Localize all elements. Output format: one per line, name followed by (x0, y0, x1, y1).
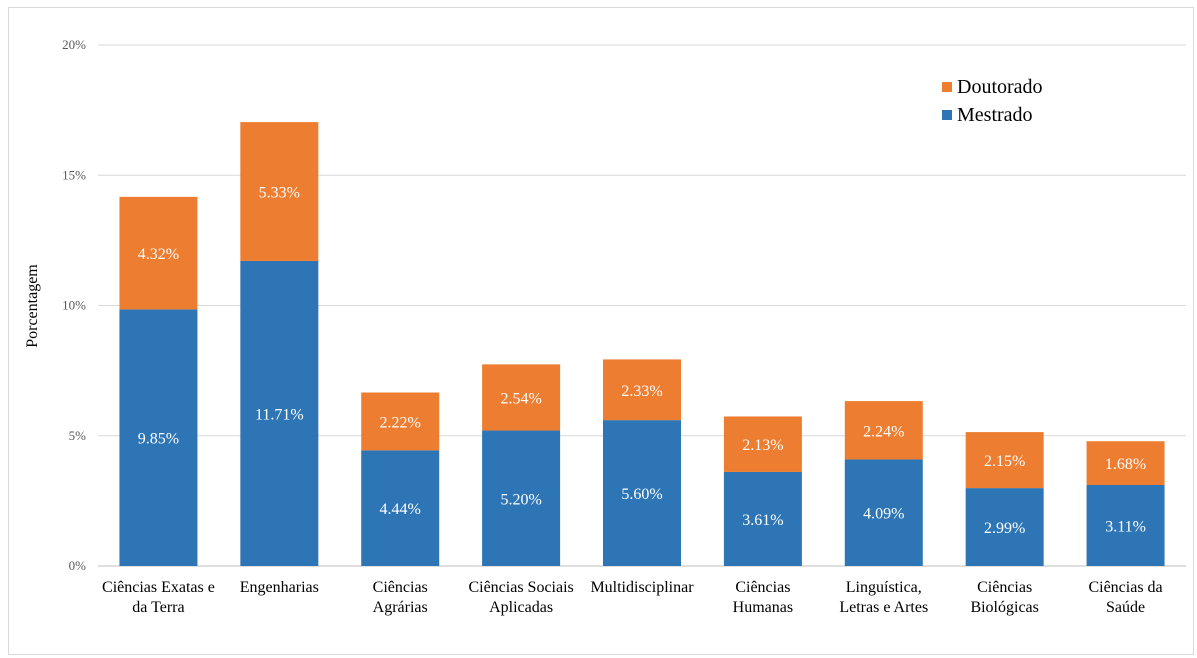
x-category-label: Humanas (733, 599, 793, 616)
y-axis-label: Porcentagem (24, 264, 41, 348)
bar-mestrado (361, 450, 440, 566)
x-category-label: Biológicas (970, 599, 1038, 616)
x-category-label: Agrárias (373, 599, 428, 616)
x-category-label: Ciências (735, 579, 790, 596)
bar-doutorado (1086, 441, 1165, 485)
bar-doutorado (723, 416, 802, 472)
bars (119, 122, 1165, 566)
data-label-doutorado: 1.68% (1105, 456, 1146, 473)
bar-mestrado (240, 260, 319, 566)
data-label-mestrado: 4.09% (863, 506, 904, 523)
x-category-label: Ciências (977, 579, 1032, 596)
legend: Doutorado Mestrado (942, 76, 1043, 126)
y-tick-label: 10% (62, 298, 86, 313)
legend-swatch (942, 110, 952, 120)
x-category-label: Multidisciplinar (590, 579, 694, 596)
y-tick-label: 20% (62, 37, 86, 52)
data-label-doutorado: 2.15% (984, 453, 1025, 470)
bar-doutorado (119, 196, 198, 310)
data-label-mestrado: 4.44% (380, 501, 421, 518)
y-tick-label: 0% (69, 558, 87, 573)
data-label-mestrado: 2.99% (984, 520, 1025, 537)
y-tick-label: 15% (62, 167, 86, 182)
legend-swatch (942, 82, 952, 92)
x-category-label: Ciências Exatas e (102, 579, 215, 596)
data-label-mestrado: 9.85% (138, 431, 179, 448)
bar-doutorado (240, 122, 319, 261)
data-label-doutorado: 2.33% (621, 383, 662, 400)
data-label-doutorado: 2.54% (500, 390, 541, 407)
x-axis-categories: Ciências Exatas e da Terra Engenharias Ciên… (102, 579, 1163, 616)
y-tick-label: 5% (69, 428, 87, 443)
bar-mestrado (723, 471, 802, 566)
bar-doutorado (482, 364, 561, 431)
data-label-doutorado: 2.22% (380, 414, 421, 431)
x-category-label: Ciências da (1088, 579, 1162, 596)
data-label-mestrado: 3.61% (742, 512, 783, 529)
data-label-doutorado: 4.32% (138, 246, 179, 263)
data-label-mestrado: 5.20% (500, 491, 541, 508)
bar-mestrado (965, 488, 1044, 566)
data-label-mestrado: 5.60% (621, 486, 662, 503)
bar-mestrado (482, 430, 561, 566)
data-label-doutorado: 2.13% (742, 437, 783, 454)
legend-label: Mestrado (957, 104, 1033, 126)
data-labels: 9.85% 4.32% 11.71% 5.33% 4.44% 2.22% 5.20% 2.54… (138, 185, 1146, 538)
bar-doutorado (603, 359, 681, 421)
bar-doutorado (965, 432, 1044, 489)
data-label-mestrado: 3.11% (1105, 518, 1146, 535)
x-category-label: Letras e Artes (839, 599, 928, 616)
legend-label: Doutorado (957, 76, 1043, 98)
x-category-label: da Terra (132, 599, 184, 616)
x-category-label: Saúde (1106, 599, 1145, 616)
data-label-mestrado: 11.71% (255, 406, 304, 423)
x-category-label: Ciências (373, 579, 428, 596)
y-axis-ticks: 0% 5% 10% 15% 20% (62, 37, 86, 573)
x-category-label: Aplicadas (489, 599, 553, 616)
bar-mestrado (603, 420, 681, 566)
data-label-doutorado: 5.33% (259, 185, 300, 202)
bar-doutorado (844, 401, 923, 460)
x-category-label: Engenharias (240, 579, 319, 596)
bar-doutorado (361, 392, 440, 451)
bar-mestrado (119, 309, 198, 566)
bar-mestrado (1086, 484, 1165, 566)
x-category-label: Ciências Sociais (468, 579, 573, 596)
x-category-label: Linguística, (846, 579, 922, 596)
data-label-doutorado: 2.24% (863, 423, 904, 440)
bar-mestrado (844, 459, 923, 566)
